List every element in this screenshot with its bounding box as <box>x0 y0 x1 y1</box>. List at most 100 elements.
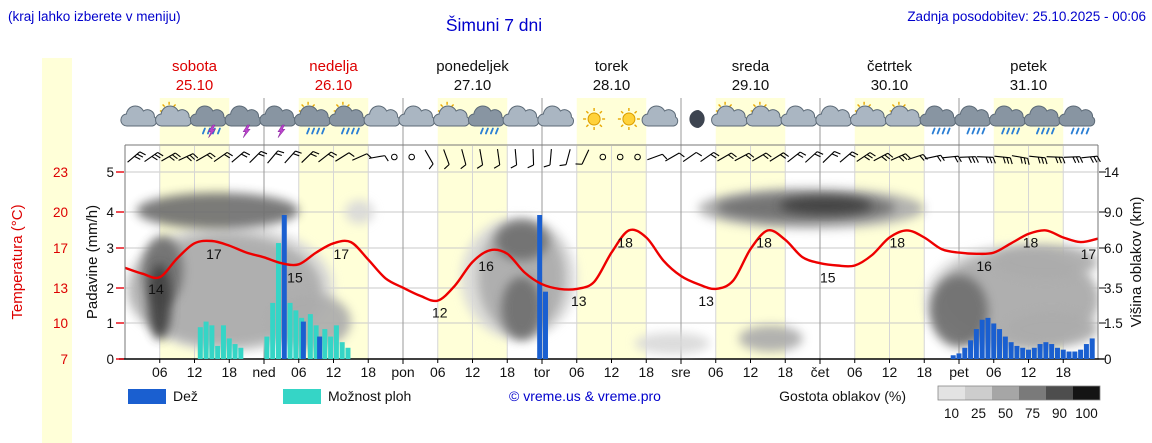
rain-bar <box>1049 344 1055 359</box>
cloud-scale-tick-label: 10 <box>944 406 959 421</box>
temperature-value-label: 14 <box>148 281 164 297</box>
wind-barb <box>1063 156 1084 164</box>
wind-barb-feather <box>971 156 976 163</box>
shower-bar <box>293 310 299 359</box>
cloud-tick-label: 3.5 <box>1104 281 1123 296</box>
x-hour-label: 18 <box>777 364 793 380</box>
shower-bar <box>220 325 226 359</box>
wind-barb-feather <box>292 153 300 157</box>
wind-barb-shaft <box>856 152 871 162</box>
wind-barb-feather <box>277 150 285 154</box>
rain-bar <box>1072 351 1078 359</box>
moon-icon <box>689 110 705 128</box>
wind-barb-feather <box>366 153 373 159</box>
rain-drop <box>1036 127 1040 135</box>
moon-cloud-icon <box>502 105 540 127</box>
wind-barb <box>460 149 467 170</box>
rain-bar <box>950 355 956 359</box>
wind-barb-feather <box>348 152 355 157</box>
wind-barb-shaft <box>700 151 714 163</box>
rain-bar <box>979 319 985 359</box>
cloud-shape <box>502 105 540 127</box>
rain-bar <box>1060 349 1066 359</box>
rain-drop <box>936 127 941 135</box>
cloud-density-legend-label: Gostota oblakov (%) <box>779 388 906 404</box>
temperature-value-label: 18 <box>617 234 633 250</box>
wind-barb-feather <box>1041 157 1045 164</box>
wind-barb-feather <box>1002 156 1006 164</box>
rain-drop <box>1051 127 1055 135</box>
day-date: 27.10 <box>454 77 492 94</box>
rain-bar <box>1026 349 1031 359</box>
rain-drop <box>1006 127 1010 135</box>
shower-bar <box>203 321 209 359</box>
cloud-shape <box>641 105 679 127</box>
shower-bar <box>197 327 203 359</box>
wind-barb-feather <box>783 152 790 157</box>
precip-tick-label: 1 <box>106 316 114 331</box>
wind-barb-shaft <box>1046 156 1063 158</box>
wind-barb <box>249 150 268 164</box>
rain-bar <box>1078 349 1084 359</box>
wind-barb-feather <box>1027 158 1030 165</box>
rain-bar <box>985 317 991 359</box>
wind-barb-feather <box>226 151 233 157</box>
wind-barb-feather <box>851 151 859 156</box>
sun-ray <box>162 104 166 108</box>
wind-barb-feather <box>1075 156 1080 163</box>
wind-barb-shaft <box>1063 156 1080 158</box>
moon-cloud-icon <box>537 105 574 127</box>
wind-barb-shaft <box>565 149 571 165</box>
sun-ray <box>585 124 589 128</box>
wind-barb-feather <box>476 164 483 169</box>
wind-barb-feather <box>780 154 787 159</box>
wind-barb-feather <box>1009 157 1013 165</box>
wind-barb-shaft <box>249 150 262 164</box>
wind-barb-feather <box>762 154 769 160</box>
rain-drop <box>316 127 321 135</box>
sun-ray <box>891 104 895 108</box>
sun-icon <box>617 108 640 130</box>
rain-bar <box>1031 347 1037 359</box>
wind-barb <box>700 151 720 163</box>
wind-barb-feather <box>443 164 450 170</box>
cloud-shape <box>919 105 957 127</box>
wind-barb-shaft <box>977 156 994 158</box>
wind-barb-shaft <box>647 153 663 161</box>
wind-barb-shaft <box>335 152 350 162</box>
shower-bar <box>307 314 313 359</box>
wind-barb-feather <box>260 150 268 155</box>
wind-barb-feather <box>713 151 720 157</box>
rain-bar <box>997 329 1003 359</box>
sun-ray <box>301 104 305 108</box>
wind-barb-feather <box>1058 156 1062 164</box>
wind-barb-feather <box>186 156 192 162</box>
moon-cloud-icon <box>815 105 852 127</box>
cloud-tick-label: 9.0 <box>1104 205 1123 220</box>
x-hour-label: 18 <box>1055 364 1071 380</box>
wind-barb-shaft <box>665 152 680 162</box>
wind-barb-shaft <box>178 153 194 161</box>
sun-ray <box>599 124 603 128</box>
wind-barb <box>994 155 1013 165</box>
cloud-blob <box>993 244 1098 280</box>
day-name: sreda <box>732 58 770 75</box>
wind-barb-feather <box>241 153 248 158</box>
wind-barb <box>1081 155 1101 163</box>
rain-bar <box>991 323 997 359</box>
wind-barb-feather <box>901 154 908 161</box>
page-title: Šimuni 7 dni <box>446 14 542 35</box>
wind-barb-feather <box>710 153 717 159</box>
wind-barb-feather <box>799 151 807 156</box>
x-hour-label: 06 <box>569 364 585 380</box>
wind-barb-feather <box>384 155 389 162</box>
copyright-link[interactable]: © vreme.us & vreme.pro <box>509 388 661 404</box>
wind-barb <box>942 155 962 163</box>
precip-axis-label: Padavine (mm/h) <box>84 205 101 319</box>
x-hour-label: 18 <box>499 364 515 380</box>
wind-barb-feather <box>748 152 755 158</box>
wind-barb-feather <box>834 150 841 155</box>
wind-barb <box>717 152 737 162</box>
temperature-line-layer <box>125 228 1098 303</box>
moon-cloud-rain-icon <box>1058 105 1096 135</box>
